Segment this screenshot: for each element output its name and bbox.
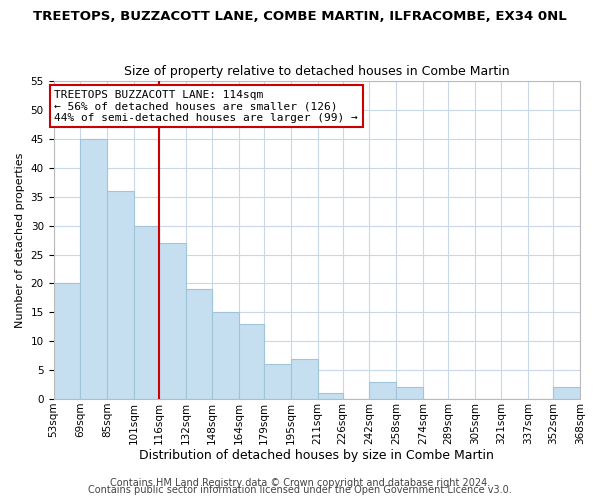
Bar: [396, 388, 423, 399]
Bar: [291, 358, 317, 399]
Text: Contains HM Land Registry data © Crown copyright and database right 2024.: Contains HM Land Registry data © Crown c…: [110, 478, 490, 488]
Text: TREETOPS BUZZACOTT LANE: 114sqm
← 56% of detached houses are smaller (126)
44% o: TREETOPS BUZZACOTT LANE: 114sqm ← 56% of…: [55, 90, 358, 123]
X-axis label: Distribution of detached houses by size in Combe Martin: Distribution of detached houses by size …: [139, 450, 494, 462]
Bar: [317, 394, 343, 399]
Bar: [159, 243, 185, 399]
Bar: [134, 226, 159, 399]
Bar: [264, 364, 291, 399]
Text: TREETOPS, BUZZACOTT LANE, COMBE MARTIN, ILFRACOMBE, EX34 0NL: TREETOPS, BUZZACOTT LANE, COMBE MARTIN, …: [33, 10, 567, 23]
Bar: [212, 312, 239, 399]
Bar: [553, 388, 580, 399]
Bar: [370, 382, 396, 399]
Bar: [107, 191, 134, 399]
Bar: [80, 139, 107, 399]
Bar: [239, 324, 264, 399]
Title: Size of property relative to detached houses in Combe Martin: Size of property relative to detached ho…: [124, 66, 509, 78]
Y-axis label: Number of detached properties: Number of detached properties: [15, 152, 25, 328]
Text: Contains public sector information licensed under the Open Government Licence v3: Contains public sector information licen…: [88, 485, 512, 495]
Bar: [185, 289, 212, 399]
Bar: [53, 284, 80, 399]
